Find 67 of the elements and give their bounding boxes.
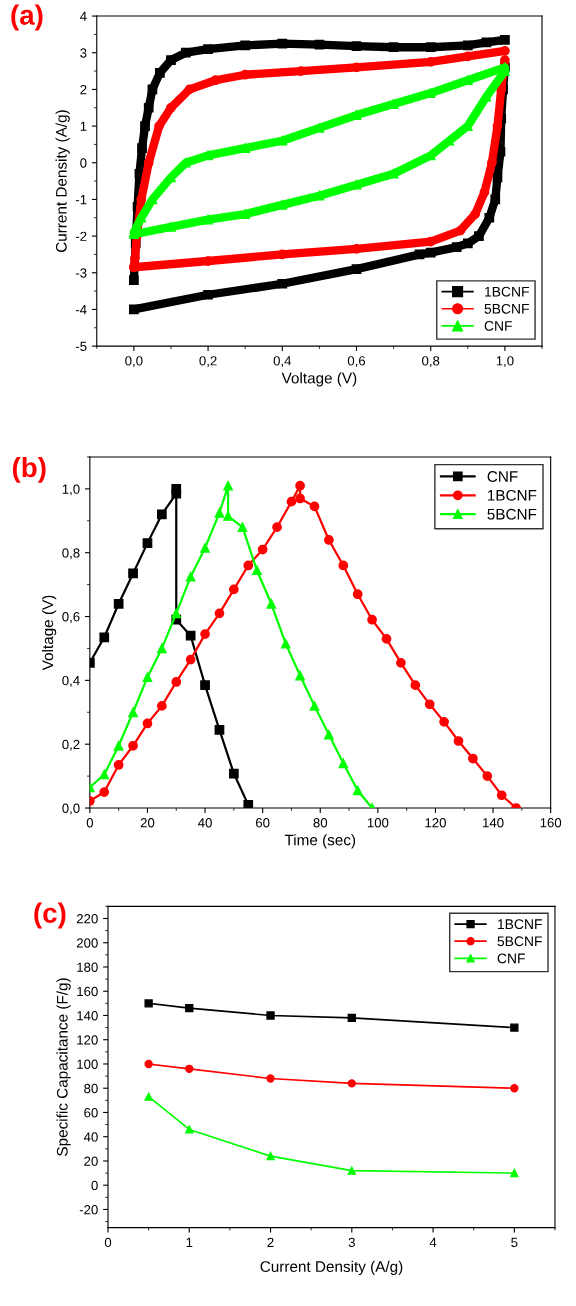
x-tick-label: 120 [425, 818, 446, 828]
x-tick-label: 3 [348, 1237, 355, 1248]
y-axis-title: Voltage (V) [42, 595, 57, 671]
y-tick-label: 120 [77, 1035, 98, 1045]
x-tick-label: 0,2 [199, 356, 217, 368]
y-tick-label: -4 [75, 305, 87, 315]
y-tick-label: -3 [75, 268, 87, 278]
y-tick-label: 200 [76, 938, 98, 948]
y-tick-label: 40 [83, 1132, 98, 1142]
x-tick-label: 0,4 [273, 356, 292, 368]
y-tick-label: 0,6 [62, 612, 80, 624]
y-tick-label: -1 [75, 195, 87, 205]
y-tick-label: 0,8 [62, 548, 80, 560]
x-tick-label: 2 [267, 1237, 274, 1247]
y-tick-label: 220 [76, 914, 98, 924]
x-tick-label: 4 [429, 1237, 437, 1247]
legend-label: CNF [484, 321, 512, 331]
y-tick-label: 0 [80, 158, 87, 168]
x-tick-label: 0,0 [125, 356, 143, 368]
y-tick-label: 160 [77, 986, 98, 997]
x-tick-label: 20 [140, 818, 155, 828]
x-tick-label: 60 [255, 818, 270, 828]
legend-label: 5BCNF [497, 936, 542, 947]
x-tick-label: 160 [540, 818, 562, 828]
y-tick-label: -20 [79, 1205, 98, 1215]
y-tick-label: 0,2 [62, 739, 80, 751]
y-tick-label: 1,0 [62, 484, 80, 496]
x-axis-title: Voltage (V) [281, 372, 357, 387]
x-tick-label: 40 [198, 818, 212, 828]
y-tick-label: 0,4 [62, 675, 80, 687]
x-tick-label: 140 [483, 818, 504, 828]
chart-title: (b) [12, 456, 46, 483]
y-tick-label: 60 [84, 1108, 98, 1118]
y-tick-label: 1 [80, 121, 87, 131]
x-tick-label: 5 [511, 1237, 518, 1248]
y-axis-title: Specific Capacitance (F/g) [56, 978, 71, 1156]
y-tick-label: 2 [80, 84, 87, 95]
x-tick-label: 0 [104, 1237, 112, 1248]
y-tick-label: 20 [84, 1156, 98, 1166]
x-tick-label: 100 [367, 818, 389, 828]
chart-title: (a) [11, 4, 43, 31]
legend-label: CNF [487, 471, 518, 482]
y-tick-label: -2 [75, 231, 87, 241]
legend-label: 1BCNF [498, 919, 542, 930]
x-tick-label: 0,6 [347, 356, 366, 368]
legend-label: CNF [497, 953, 525, 964]
y-tick-label: 100 [77, 1059, 98, 1069]
x-tick-label: 80 [313, 818, 328, 828]
y-tick-label: 140 [77, 1011, 98, 1021]
legend-label: 1BCNF [485, 286, 529, 297]
y-tick-label: 3 [80, 48, 87, 58]
x-tick-label: 1,0 [496, 356, 514, 368]
legend-label: 5BCNF [487, 508, 537, 520]
legend-label: 5BCNF [484, 303, 529, 314]
y-tick-label: 4 [80, 11, 87, 21]
y-tick-label: 0,0 [62, 803, 80, 815]
x-axis-title: Current Density (A/g) [260, 1260, 403, 1276]
y-tick-label: 180 [77, 962, 98, 972]
x-axis-title: Time (sec) [284, 834, 356, 849]
x-tick-label: 1 [186, 1237, 193, 1247]
y-tick-label: 0 [91, 1180, 98, 1191]
chart-title: (c) [34, 902, 66, 929]
y-tick-label: -5 [75, 341, 87, 351]
y-tick-label: 80 [84, 1083, 98, 1094]
x-tick-label: 0,8 [422, 356, 440, 368]
legend-label: 1BCNF [487, 489, 537, 501]
y-axis-title: Current Density (A/g) [55, 110, 70, 253]
